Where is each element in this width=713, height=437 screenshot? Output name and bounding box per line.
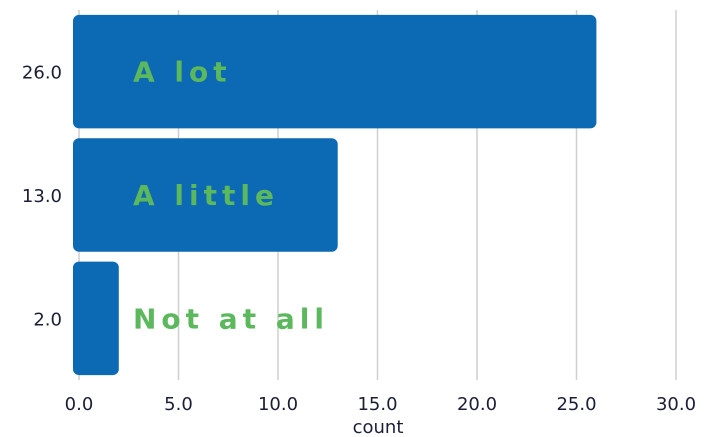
bar <box>73 138 338 252</box>
bar-label: A little <box>133 179 279 212</box>
y-tick-labels: 26.0 13.0 2.0 <box>22 63 62 331</box>
y-tick-label: 26.0 <box>22 63 62 84</box>
x-axis-title: count <box>353 417 404 437</box>
x-tick-label: 10.0 <box>258 394 298 415</box>
x-tick-label: 0.0 <box>65 394 94 415</box>
x-tick-labels: 0.0 5.0 10.0 15.0 20.0 25.0 30.0 <box>65 394 696 415</box>
bar-label: Not at all <box>133 302 329 335</box>
bar-label: A lot <box>133 56 232 89</box>
x-tick-label: 30.0 <box>656 394 696 415</box>
x-tick-label: 15.0 <box>357 394 397 415</box>
x-tick-label: 25.0 <box>556 394 596 415</box>
bar <box>73 261 119 376</box>
y-tick-label: 13.0 <box>22 186 62 207</box>
x-tick-label: 5.0 <box>164 394 193 415</box>
y-tick-label: 2.0 <box>33 309 62 330</box>
x-tick-label: 20.0 <box>457 394 497 415</box>
bars <box>73 14 597 376</box>
bar <box>73 14 597 129</box>
bar-labels: A lot A little Not at all <box>133 56 329 336</box>
